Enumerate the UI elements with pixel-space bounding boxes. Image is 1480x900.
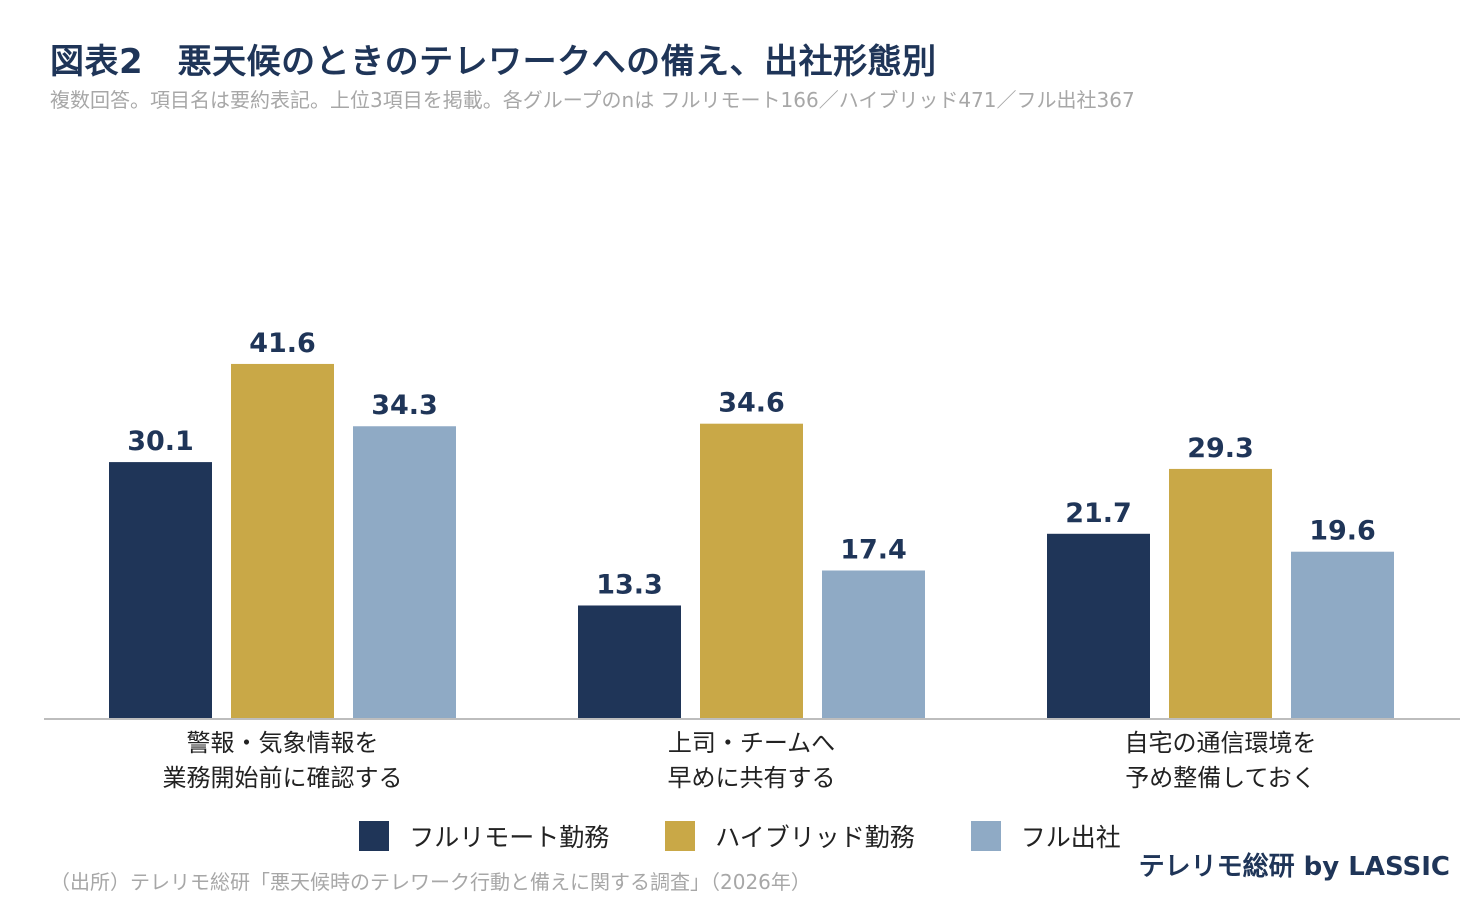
legend-swatch	[970, 821, 1001, 851]
category-label: 早めに共有する	[668, 764, 836, 792]
chart-subtitle: 複数回答。項目名は要約表記。上位3項目を掲載。各グループのnは フルリモート16…	[50, 88, 1135, 112]
chart-title: 図表2 悪天候のときのテレワークへの備え、出社形態別	[50, 42, 937, 82]
bar	[353, 426, 456, 719]
bar	[1047, 533, 1150, 719]
data-label: 34.3	[371, 390, 438, 421]
legend-label: フル出社	[1020, 823, 1121, 852]
bar	[1169, 468, 1272, 719]
bar	[109, 462, 212, 719]
legend-item-full-remote: フルリモート勤務	[359, 818, 609, 854]
bar	[1291, 551, 1394, 719]
legend-label: フルリモート勤務	[409, 823, 610, 852]
bar	[578, 605, 681, 719]
legend-item-full-office: フル出社	[970, 818, 1121, 854]
legend-item-hybrid: ハイブリッド勤務	[665, 818, 915, 854]
source-note: （出所）テレリモ総研「悪天候時のテレワーク行動と備えに関する調査」（2026年）	[50, 870, 811, 894]
data-label: 13.3	[596, 569, 663, 600]
category-label: 予め整備しておく	[1125, 764, 1316, 792]
brand-logo-text: テレリモ総研 by LASSIC	[1138, 852, 1450, 882]
data-label: 34.6	[718, 388, 785, 419]
data-label: 19.6	[1309, 516, 1376, 547]
category-label: 警報・気象情報を	[187, 729, 379, 757]
data-label: 21.7	[1065, 498, 1132, 529]
data-label: 30.1	[127, 426, 194, 457]
bar	[700, 423, 803, 719]
category-label: 自宅の通信環境を	[1125, 729, 1317, 757]
legend: フルリモート勤務 ハイブリッド勤務 フル出社	[0, 818, 1480, 854]
data-label: 29.3	[1187, 433, 1254, 464]
legend-swatch	[359, 821, 390, 851]
legend-label: ハイブリッド勤務	[715, 823, 915, 852]
data-label: 17.4	[840, 534, 907, 565]
category-label: 業務開始前に確認する	[163, 764, 403, 792]
legend-swatch	[665, 821, 696, 851]
category-label: 上司・チームへ	[668, 729, 835, 757]
data-label: 41.6	[249, 328, 316, 359]
bar	[231, 363, 334, 719]
bar	[822, 570, 925, 719]
